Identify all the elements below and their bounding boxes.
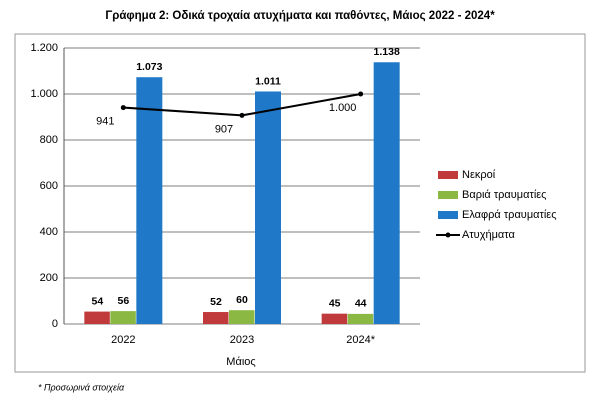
footnote: * Προσωρινά στοιχεία	[38, 382, 125, 392]
x-axis-label: Μάιος	[226, 356, 255, 368]
legend-swatch	[445, 232, 451, 238]
legend-swatch	[438, 191, 458, 199]
legend-swatch	[438, 171, 458, 179]
y-tick-label: 1.000	[30, 88, 58, 100]
data-label: 45	[329, 297, 341, 309]
bar	[347, 313, 374, 324]
bar	[110, 311, 136, 324]
bar	[229, 310, 255, 324]
data-label: 56	[117, 295, 129, 307]
y-tick-label: 600	[40, 180, 58, 192]
data-label: 1.073	[136, 61, 162, 73]
bar	[321, 313, 348, 324]
line-point	[239, 112, 245, 118]
x-tick-label: 2024*	[346, 334, 375, 346]
legend-swatch	[438, 211, 458, 219]
y-tick-label: 200	[40, 272, 58, 284]
y-tick-label: 1.200	[30, 42, 58, 54]
y-tick-label: 400	[40, 226, 58, 238]
data-label: 44	[355, 298, 367, 310]
data-label: 60	[236, 294, 248, 306]
chart-border	[14, 33, 586, 373]
data-label: 54	[91, 295, 103, 307]
legend-label: Ελαφρά τραυματίες	[462, 209, 557, 221]
bar	[136, 77, 163, 325]
x-tick-label: 2023	[230, 334, 254, 346]
bar	[203, 312, 229, 324]
legend-label: Νεκροί	[462, 169, 496, 181]
bar	[84, 311, 110, 324]
data-label: 907	[215, 123, 233, 135]
x-tick-label: 2022	[111, 334, 135, 346]
data-label: 941	[96, 115, 114, 127]
bar	[373, 62, 400, 324]
legend-label: Βαριά τραυματίες	[462, 189, 546, 201]
legend-label: Ατυχήματα	[462, 229, 515, 241]
line-point	[358, 91, 364, 97]
data-label: 52	[210, 296, 222, 308]
bar	[255, 91, 281, 324]
line-point	[120, 105, 126, 111]
y-tick-label: 800	[40, 134, 58, 146]
y-tick-label: 0	[52, 318, 58, 330]
data-label: 1.011	[255, 75, 281, 87]
chart-title: Γράφημα 2: Οδικά τροχαία ατυχήματα και π…	[105, 10, 495, 22]
data-label: 1.138	[374, 46, 400, 58]
data-label: 1.000	[329, 102, 357, 114]
